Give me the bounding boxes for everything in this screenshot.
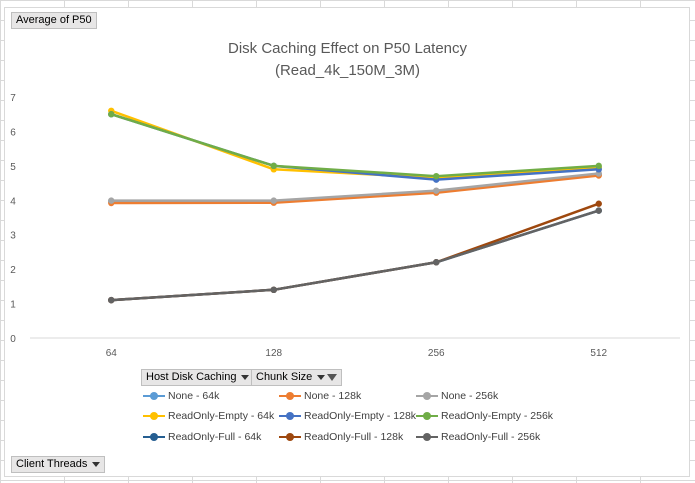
data-point — [108, 197, 115, 204]
y-tick-label: 2 — [10, 265, 16, 276]
legend-swatch — [416, 412, 438, 421]
y-tick-label: 6 — [10, 127, 16, 138]
y-tick-label: 4 — [10, 196, 16, 207]
filter-icon — [327, 373, 338, 381]
data-point — [108, 111, 115, 118]
chart-subtitle: (Read_4k_150M_3M) — [274, 62, 421, 79]
legend-item: ReadOnly-Empty - 64k — [143, 409, 274, 423]
series-line — [111, 172, 599, 202]
legend-swatch — [416, 433, 438, 442]
chunk-size-label: Chunk Size — [256, 371, 313, 383]
series-line — [110, 113, 599, 178]
series-line — [111, 209, 600, 302]
series-7 — [108, 200, 602, 304]
legend-item: ReadOnly-Full - 128k — [279, 430, 403, 444]
data-point — [270, 286, 277, 293]
legend-label: ReadOnly-Full - 64k — [168, 431, 262, 443]
data-point — [433, 172, 440, 180]
legend-swatch — [143, 433, 165, 442]
legend-swatch — [279, 433, 301, 442]
legend-item: None - 128k — [279, 389, 361, 403]
legend-label: None - 128k — [304, 390, 362, 402]
legend-item: ReadOnly-Empty - 256k — [416, 409, 553, 423]
legend-label: None - 256k — [441, 390, 499, 402]
series-line — [111, 209, 600, 302]
series-line — [111, 174, 599, 205]
series-8 — [108, 207, 602, 304]
chart-area[interactable] — [4, 7, 690, 477]
legend-swatch — [279, 412, 301, 421]
data-point — [433, 187, 440, 194]
client-threads-field-button[interactable]: Client Threads — [11, 456, 106, 473]
x-tick-label: 128 — [265, 348, 282, 359]
chevron-down-icon — [241, 374, 250, 380]
x-tick-label: 64 — [106, 348, 118, 359]
series-2 — [108, 170, 602, 204]
legend-label: None - 64k — [168, 390, 220, 402]
data-point — [270, 162, 277, 170]
chart-title: Disk Caching Effect on P50 Latency — [227, 40, 468, 57]
legend-item: None - 64k — [143, 389, 219, 403]
data-point — [108, 296, 115, 304]
legend-label: ReadOnly-Empty - 64k — [168, 410, 275, 422]
data-point — [595, 207, 602, 214]
legend-item: None - 256k — [416, 389, 498, 403]
legend-item: ReadOnly-Empty - 128k — [279, 409, 416, 423]
series-line — [110, 109, 599, 180]
legend-swatch — [416, 392, 438, 401]
y-tick-label: 1 — [10, 300, 16, 311]
y-tick-label: 5 — [10, 162, 16, 173]
legend-swatch — [279, 392, 301, 401]
series-5 — [108, 111, 602, 180]
legend-label: ReadOnly-Empty - 128k — [304, 410, 417, 422]
x-tick-label: 256 — [428, 348, 445, 359]
data-point — [595, 200, 602, 207]
legend-label: ReadOnly-Empty - 256k — [441, 410, 554, 422]
legend-label: ReadOnly-Full - 128k — [304, 431, 404, 443]
chevron-down-icon — [92, 461, 101, 467]
series-line — [111, 202, 600, 302]
x-tick-label: 512 — [590, 348, 607, 359]
y-tick-label: 7 — [10, 93, 16, 104]
series-6 — [108, 207, 602, 304]
legend-swatch — [143, 392, 165, 401]
value-field-label: Average of P50 — [16, 14, 92, 26]
legend-item: ReadOnly-Full - 256k — [416, 430, 540, 444]
data-point — [270, 197, 277, 204]
chevron-down-icon — [317, 374, 326, 380]
legend-label: ReadOnly-Full - 256k — [441, 431, 541, 443]
chunk-size-field-button[interactable]: Chunk Size — [251, 369, 343, 386]
y-tick-label: 3 — [10, 231, 16, 242]
y-tick-label: 0 — [10, 334, 16, 345]
value-field-button[interactable]: Average of P50 — [11, 12, 97, 29]
legend-swatch — [143, 412, 165, 421]
host-disk-caching-label: Host Disk Caching — [146, 371, 237, 383]
client-threads-label: Client Threads — [16, 458, 88, 470]
data-point — [433, 259, 440, 266]
host-disk-caching-field-button[interactable]: Host Disk Caching — [141, 369, 267, 386]
data-point — [595, 162, 602, 170]
legend-item: ReadOnly-Full - 64k — [143, 430, 261, 444]
